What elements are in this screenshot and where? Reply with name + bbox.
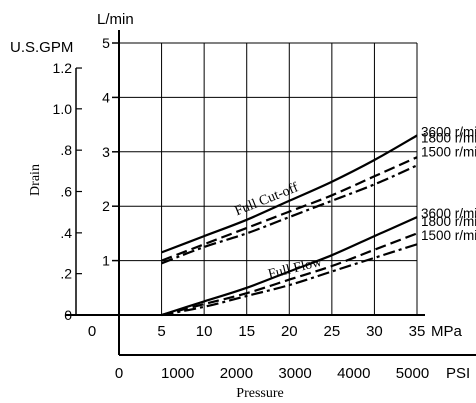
- series-line-fullflow-3600: [161, 216, 418, 317]
- series-line-fullflow-1500: [161, 243, 418, 317]
- series-name-label: 1500 r/min: [421, 144, 476, 159]
- y-primary-tick-label: 1: [102, 253, 110, 269]
- x-secondary-tick-label: 5000: [396, 365, 429, 382]
- y-secondary-tick-label: .6: [60, 184, 72, 200]
- x-secondary-unit: PSI: [446, 365, 470, 382]
- y-primary-tick-label: 5: [102, 35, 110, 51]
- series-lines: [161, 134, 418, 317]
- y-primary-tick-label: 3: [102, 144, 110, 160]
- x-primary-tick-label: 25: [324, 323, 341, 340]
- x-primary-tick-label: 15: [238, 323, 255, 340]
- x-secondary-tick-label: 4000: [337, 365, 370, 382]
- x-primary-tick-label: 30: [366, 323, 383, 340]
- x-primary-unit: MPa: [431, 323, 463, 340]
- x-axis-title: Pressure: [236, 386, 283, 401]
- y-primary-tick-label: 4: [102, 89, 110, 105]
- y-secondary-tick-label: .8: [60, 142, 72, 158]
- y-secondary-unit: U.S.GPM: [10, 39, 73, 56]
- x-secondary-tick-label: 3000: [278, 365, 311, 382]
- x-primary-tick-label: 10: [196, 323, 213, 340]
- series-name-label: 1500 r/min: [421, 228, 476, 243]
- series-name-label: 3600 r/min: [421, 206, 476, 221]
- series-name-label: 1800 r/min: [421, 214, 476, 229]
- x-secondary-tick-label: 2000: [220, 365, 253, 382]
- axes: [65, 30, 476, 356]
- series-line-cutoff-3600: [161, 134, 418, 254]
- y-secondary-tick-label: 1.0: [53, 101, 73, 117]
- y-secondary-tick-label: .4: [60, 225, 72, 241]
- series-line-fullflow-1800: [161, 232, 418, 317]
- x-primary-tick-label: 20: [281, 323, 298, 340]
- y-primary-tick-label: 2: [102, 198, 110, 214]
- x-primary-tick-label: 0: [88, 323, 96, 340]
- x-primary-tick-label: 5: [157, 323, 165, 340]
- x-secondary-tick-label: 1000: [161, 365, 194, 382]
- y-secondary-tick-label: 0: [64, 307, 72, 323]
- y-axis-title: Drain: [28, 164, 43, 196]
- grid: [119, 42, 418, 315]
- y-secondary-tick-label: 1.2: [53, 60, 73, 76]
- series-name-label: 1800 r/min: [421, 130, 476, 145]
- y-secondary-tick-label: .2: [60, 266, 72, 282]
- series-name-label: 3600 r/min: [421, 124, 476, 139]
- x-primary-tick-label: 35: [409, 323, 426, 340]
- series-line-cutoff-1800: [161, 156, 418, 262]
- y-primary-unit: L/min: [97, 11, 134, 28]
- x-secondary-tick-label: 0: [115, 365, 123, 382]
